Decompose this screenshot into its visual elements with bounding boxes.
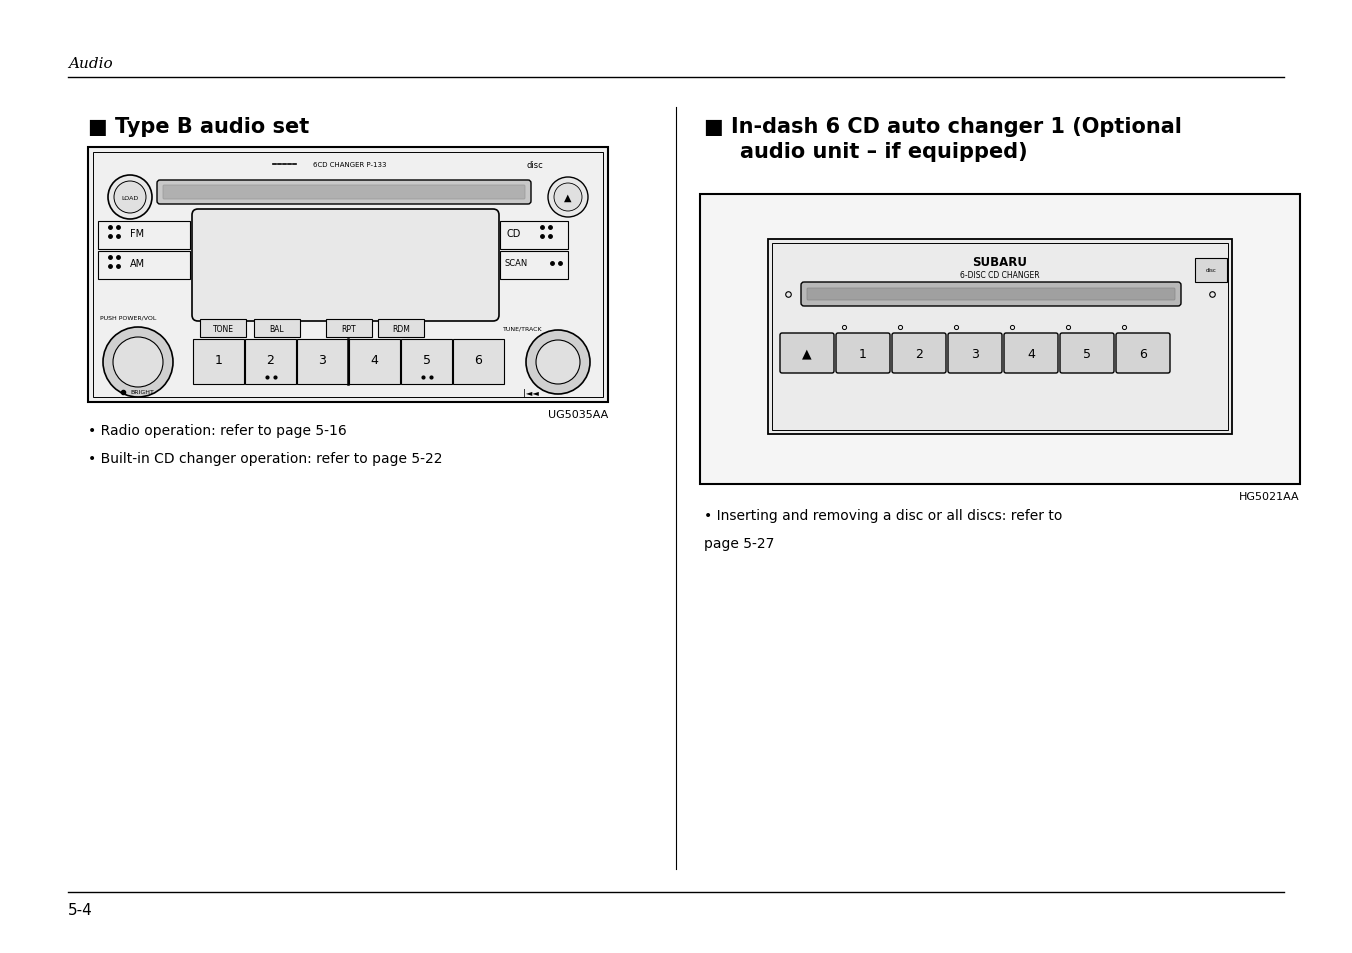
FancyBboxPatch shape (1115, 334, 1169, 374)
Text: TUNE/TRACK: TUNE/TRACK (503, 326, 542, 331)
FancyBboxPatch shape (193, 339, 243, 385)
FancyBboxPatch shape (800, 283, 1182, 307)
FancyBboxPatch shape (836, 334, 890, 374)
Text: disc: disc (1206, 268, 1217, 274)
Text: 5: 5 (423, 354, 430, 366)
Text: 3: 3 (319, 354, 326, 366)
Text: PUSH POWER/VOL: PUSH POWER/VOL (100, 315, 157, 320)
Text: page 5-27: page 5-27 (704, 537, 775, 551)
Text: 2: 2 (266, 354, 274, 366)
FancyBboxPatch shape (807, 289, 1175, 301)
Text: audio unit – if equipped): audio unit – if equipped) (740, 142, 1028, 162)
FancyBboxPatch shape (349, 339, 400, 385)
Text: LOAD: LOAD (122, 195, 139, 200)
FancyBboxPatch shape (1060, 334, 1114, 374)
Text: AM: AM (130, 258, 145, 269)
FancyBboxPatch shape (157, 181, 531, 205)
Text: 1: 1 (215, 354, 223, 366)
Text: 6CD CHANGER P-133: 6CD CHANGER P-133 (314, 162, 387, 168)
Text: BAL: BAL (269, 324, 284, 334)
Text: BRIGHT: BRIGHT (130, 390, 154, 395)
FancyBboxPatch shape (97, 222, 191, 250)
Text: |◄◄: |◄◄ (523, 388, 539, 397)
FancyBboxPatch shape (402, 339, 452, 385)
Text: HG5021AA: HG5021AA (1240, 492, 1301, 501)
Text: ▲: ▲ (802, 347, 811, 360)
Text: • Built-in CD changer operation: refer to page 5-22: • Built-in CD changer operation: refer t… (88, 452, 442, 465)
Circle shape (114, 182, 146, 213)
Text: 6-DISC CD CHANGER: 6-DISC CD CHANGER (960, 271, 1040, 279)
Text: 6: 6 (475, 354, 483, 366)
FancyBboxPatch shape (1195, 258, 1228, 283)
FancyBboxPatch shape (892, 334, 946, 374)
FancyBboxPatch shape (948, 334, 1002, 374)
Text: 6: 6 (1140, 347, 1146, 360)
FancyBboxPatch shape (297, 339, 347, 385)
Text: SUBARU: SUBARU (972, 255, 1028, 268)
Text: RDM: RDM (392, 324, 410, 334)
Circle shape (548, 178, 588, 218)
FancyBboxPatch shape (164, 186, 525, 200)
Text: ■ In-dash 6 CD auto changer 1 (Optional: ■ In-dash 6 CD auto changer 1 (Optional (704, 117, 1182, 137)
Circle shape (526, 331, 589, 395)
Text: • Inserting and removing a disc or all discs: refer to: • Inserting and removing a disc or all d… (704, 509, 1063, 522)
Text: ■ Type B audio set: ■ Type B audio set (88, 117, 310, 137)
Text: 4: 4 (1028, 347, 1034, 360)
FancyBboxPatch shape (700, 194, 1301, 484)
FancyBboxPatch shape (379, 319, 425, 337)
FancyBboxPatch shape (88, 148, 608, 402)
FancyBboxPatch shape (780, 334, 834, 374)
Circle shape (554, 184, 581, 212)
FancyBboxPatch shape (500, 252, 568, 280)
Text: RPT: RPT (342, 324, 357, 334)
Circle shape (114, 337, 164, 388)
Text: 4: 4 (370, 354, 379, 366)
Text: • Radio operation: refer to page 5-16: • Radio operation: refer to page 5-16 (88, 423, 346, 437)
Text: Audio: Audio (68, 57, 112, 71)
FancyBboxPatch shape (97, 252, 191, 280)
FancyBboxPatch shape (453, 339, 504, 385)
FancyBboxPatch shape (245, 339, 296, 385)
FancyBboxPatch shape (1005, 334, 1059, 374)
Text: ▲: ▲ (564, 193, 572, 203)
Text: TONE: TONE (212, 324, 234, 334)
Text: 3: 3 (971, 347, 979, 360)
Circle shape (108, 175, 151, 220)
Text: 1: 1 (859, 347, 867, 360)
FancyBboxPatch shape (192, 210, 499, 322)
Text: CD: CD (506, 229, 521, 239)
FancyBboxPatch shape (254, 319, 300, 337)
Text: 5-4: 5-4 (68, 902, 93, 917)
FancyBboxPatch shape (200, 319, 246, 337)
Text: SCAN: SCAN (504, 259, 527, 268)
Text: UG5035AA: UG5035AA (548, 410, 608, 419)
Text: 5: 5 (1083, 347, 1091, 360)
FancyBboxPatch shape (326, 319, 372, 337)
FancyBboxPatch shape (500, 222, 568, 250)
Circle shape (103, 328, 173, 397)
Text: FM: FM (130, 229, 145, 239)
FancyBboxPatch shape (768, 240, 1232, 435)
Text: disc: disc (526, 160, 542, 170)
Circle shape (535, 340, 580, 385)
Text: 2: 2 (915, 347, 923, 360)
